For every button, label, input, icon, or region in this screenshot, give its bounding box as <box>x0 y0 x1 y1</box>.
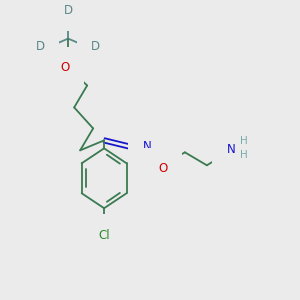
Text: N: N <box>226 143 235 156</box>
Text: D: D <box>64 4 73 16</box>
Text: H: H <box>240 150 248 160</box>
Text: N: N <box>142 140 152 153</box>
Text: Cl: Cl <box>98 229 110 242</box>
Text: D: D <box>36 40 45 53</box>
Text: O: O <box>158 162 168 175</box>
Text: H: H <box>240 136 248 146</box>
Text: D: D <box>91 40 100 53</box>
Text: O: O <box>61 61 70 74</box>
